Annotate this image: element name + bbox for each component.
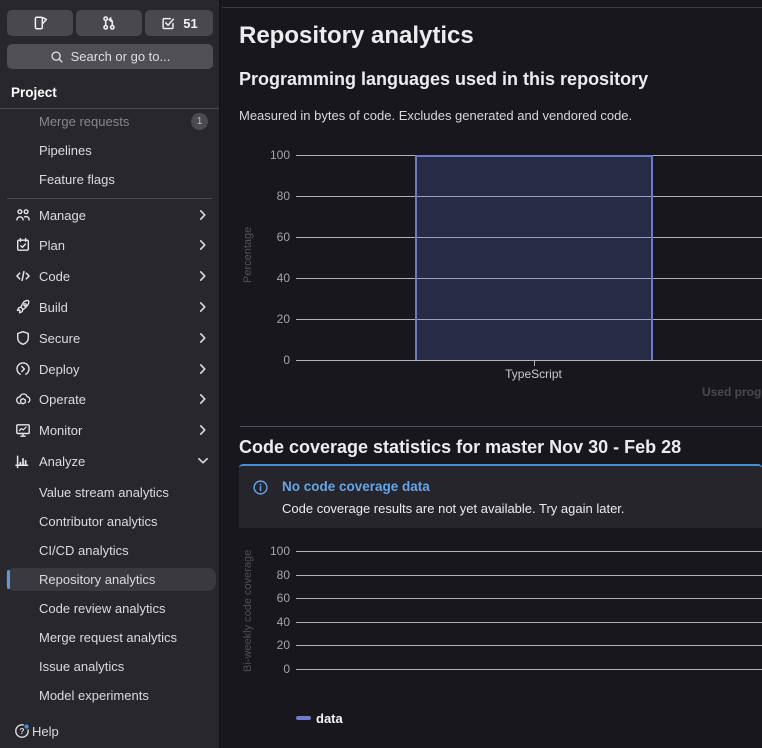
svg-text:?: ? (19, 726, 24, 736)
